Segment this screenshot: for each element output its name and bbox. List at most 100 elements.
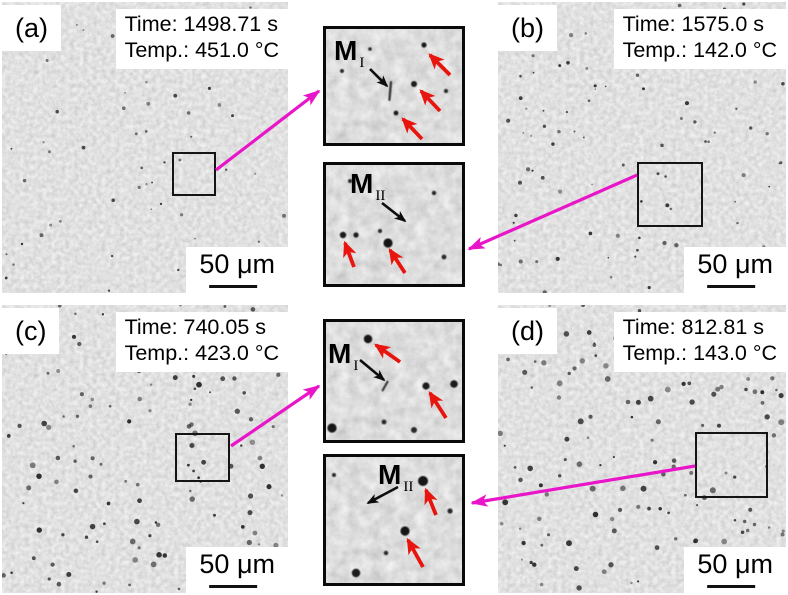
speck-dot <box>664 175 667 178</box>
speck-dot <box>715 386 721 392</box>
speck-dot <box>724 471 728 475</box>
speck-dot <box>124 479 128 483</box>
speck-dot <box>585 67 589 70</box>
speck-dot <box>669 207 673 211</box>
speck-dot <box>145 183 148 186</box>
scale-bar-line-b <box>707 285 756 288</box>
speck-dot <box>46 424 52 431</box>
speck-dot <box>10 571 13 574</box>
speck-dot <box>6 434 11 438</box>
speck-dot <box>673 537 678 541</box>
speck-dot <box>579 358 586 364</box>
speck-dot <box>55 455 61 461</box>
speck-dot <box>36 473 42 479</box>
speck-dot <box>667 511 670 515</box>
scale-bar-c: 50 μm <box>186 547 288 593</box>
speck-dot <box>144 130 148 133</box>
speck-dot <box>558 189 563 194</box>
speck-dot <box>671 464 676 469</box>
speck-dot <box>593 342 596 345</box>
speck-dot <box>601 569 607 575</box>
speck-dot <box>282 213 286 218</box>
speck-dot <box>271 425 275 429</box>
speck-dot <box>518 96 523 101</box>
speck-dot <box>162 553 168 558</box>
speck-dot <box>99 462 103 466</box>
red-feature-arrow <box>343 240 357 268</box>
inset-c-features <box>327 334 458 433</box>
speck-dot <box>630 581 633 585</box>
speck-dot <box>609 275 613 279</box>
speck-dot <box>547 533 551 537</box>
speck-dot <box>741 173 746 178</box>
speck-dot <box>240 444 243 447</box>
speck-dot <box>66 572 72 577</box>
speck-dot <box>558 64 562 68</box>
speck-dot <box>701 423 705 427</box>
speck-dot <box>573 130 576 133</box>
speck-dot <box>576 585 582 591</box>
speck-dot <box>76 24 78 26</box>
speck-dot <box>594 354 598 357</box>
speck-dot <box>47 577 51 581</box>
speck-dot <box>557 129 561 134</box>
speck-dot <box>544 492 550 497</box>
speck-dot <box>647 286 651 290</box>
speck-dot <box>746 377 751 381</box>
speck-dot <box>748 507 753 512</box>
red-feature-arrow <box>406 537 425 568</box>
speck-dot <box>525 107 528 110</box>
speck-dot <box>506 357 510 362</box>
speck-dot <box>518 477 523 483</box>
marker-subscript: II <box>375 188 386 204</box>
speck-dot <box>538 483 543 488</box>
speck-dot <box>196 381 202 388</box>
speck-dot <box>247 510 253 516</box>
speck-dot <box>61 533 65 537</box>
black-annotation-arrow <box>369 68 389 88</box>
speck-dot <box>110 34 115 38</box>
speck-dot <box>55 109 59 114</box>
speck-dot <box>704 140 707 143</box>
speck-dot <box>252 530 258 536</box>
speck-dot <box>247 493 254 499</box>
panel-label-d: (d) <box>498 308 557 355</box>
speck-dot <box>589 485 596 492</box>
temp-text-a: Temp.: 451.0 °C <box>124 37 279 62</box>
speck-dot <box>693 120 697 124</box>
speck-dot <box>529 560 533 565</box>
speck-dot <box>642 87 645 91</box>
speck-dot <box>58 305 62 308</box>
speck-dot <box>179 213 184 217</box>
speck-dot <box>733 475 737 479</box>
speck-dot <box>257 543 261 546</box>
speck-dot <box>39 233 44 238</box>
speck-dot <box>521 540 526 546</box>
speck-dot <box>563 331 570 337</box>
marker-letter: M <box>328 338 352 369</box>
speck-dot <box>90 397 95 402</box>
speck-dot <box>568 32 574 38</box>
speck-dot <box>498 430 503 437</box>
speck-dot <box>608 562 614 568</box>
speck-dot <box>134 518 140 525</box>
speck-dot <box>753 80 757 84</box>
speck-dot <box>650 438 654 442</box>
speck-dot <box>736 221 739 225</box>
speck-dot <box>592 511 599 518</box>
speck-dot <box>775 388 778 392</box>
speck-dot <box>591 183 593 186</box>
speck-dot <box>77 341 82 347</box>
speck-dot <box>540 175 545 180</box>
speck-dot <box>88 404 93 408</box>
speck-dot <box>273 542 279 548</box>
time-text-a: Time: 1498.71 s <box>124 12 278 36</box>
speck-dot <box>533 360 537 363</box>
speck-dot <box>767 526 771 529</box>
speck-dot <box>62 415 65 418</box>
speck-dot <box>768 185 771 188</box>
temp-text-d: Temp.: 143.0 °C <box>622 340 777 365</box>
red-feature-arrow <box>401 117 424 141</box>
speck-dot <box>197 476 200 480</box>
